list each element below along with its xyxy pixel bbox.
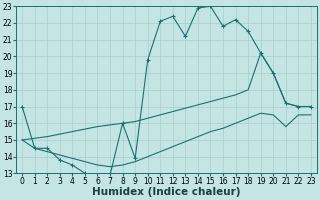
X-axis label: Humidex (Indice chaleur): Humidex (Indice chaleur)	[92, 187, 241, 197]
